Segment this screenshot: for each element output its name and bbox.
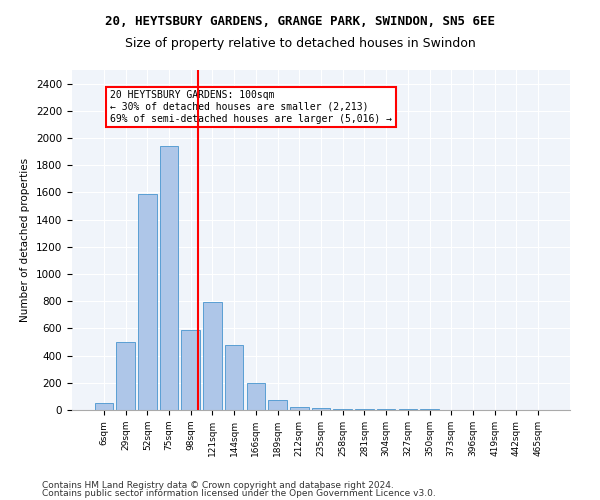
Text: Contains public sector information licensed under the Open Government Licence v3: Contains public sector information licen… [42, 488, 436, 498]
Bar [268, 400, 287, 410]
Text: 20 HEYTSBURY GARDENS: 100sqm
← 30% of detached houses are smaller (2,213)
69% of: 20 HEYTSBURY GARDENS: 100sqm ← 30% of de… [110, 90, 392, 124]
Bar [138, 194, 157, 410]
Bar [334, 408, 352, 410]
Bar [225, 344, 244, 410]
Bar [160, 146, 178, 410]
Bar [181, 330, 200, 410]
Bar [290, 406, 308, 410]
Bar [95, 403, 113, 410]
Text: Size of property relative to detached houses in Swindon: Size of property relative to detached ho… [125, 38, 475, 51]
Y-axis label: Number of detached properties: Number of detached properties [20, 158, 31, 322]
Bar [116, 342, 135, 410]
Bar [203, 302, 221, 410]
Text: 20, HEYTSBURY GARDENS, GRANGE PARK, SWINDON, SN5 6EE: 20, HEYTSBURY GARDENS, GRANGE PARK, SWIN… [105, 15, 495, 28]
Bar [312, 408, 330, 410]
Bar [247, 384, 265, 410]
Text: Contains HM Land Registry data © Crown copyright and database right 2024.: Contains HM Land Registry data © Crown c… [42, 481, 394, 490]
